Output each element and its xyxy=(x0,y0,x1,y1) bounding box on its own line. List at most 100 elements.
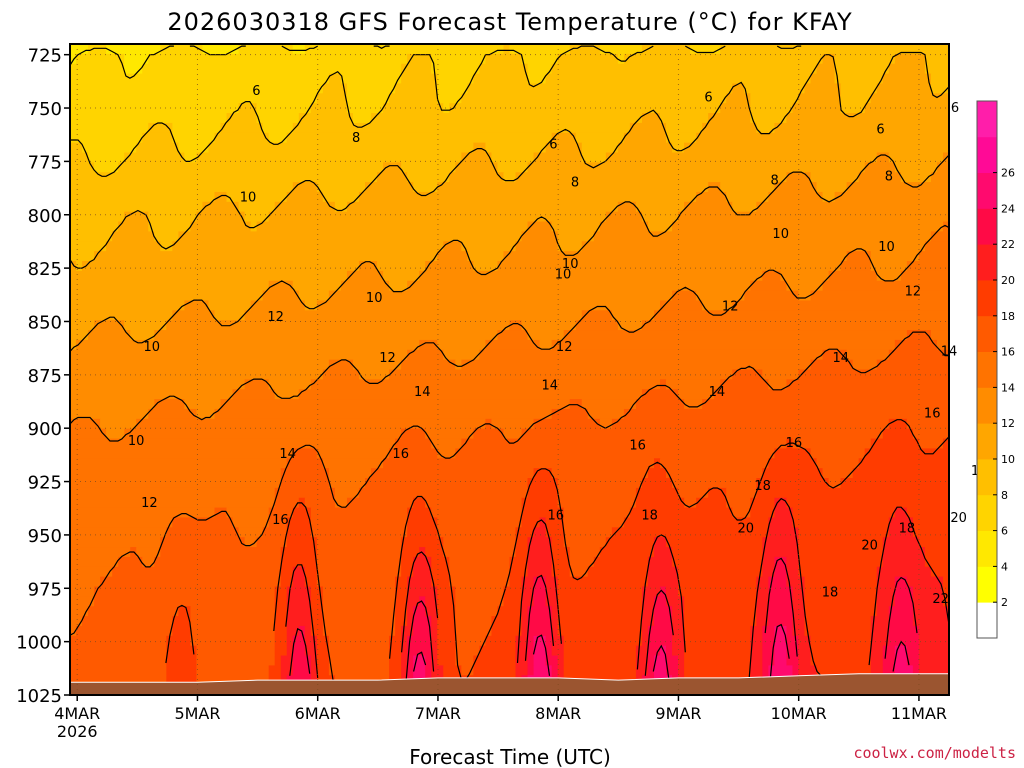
contour-label: 18 xyxy=(754,479,771,494)
field-cell xyxy=(100,576,282,588)
field-cell xyxy=(292,448,318,459)
field-cell xyxy=(635,497,685,509)
field-cell xyxy=(425,596,438,607)
field-cell xyxy=(563,537,607,548)
field-cell xyxy=(70,665,167,676)
field-cell xyxy=(316,448,390,459)
field-cell xyxy=(316,576,396,588)
field-cell xyxy=(641,596,655,607)
field-cell xyxy=(635,655,649,667)
field-cell xyxy=(310,517,408,528)
field-cell xyxy=(641,320,949,331)
field-cell xyxy=(521,586,535,597)
field-cell xyxy=(328,478,366,489)
field-cell xyxy=(660,458,769,469)
field-cell xyxy=(894,596,914,607)
field-cell xyxy=(641,211,679,223)
field-cell xyxy=(479,349,824,361)
field-cell xyxy=(804,625,872,637)
field-cell xyxy=(262,122,294,134)
field-cell xyxy=(124,63,143,75)
credit-text[interactable]: coolwx.com/modelts xyxy=(853,744,1016,762)
field-cell xyxy=(888,527,914,538)
field-cell xyxy=(666,132,697,144)
contour-label: 14 xyxy=(833,351,850,366)
field-cell xyxy=(268,211,607,223)
field-cell xyxy=(70,566,113,578)
field-cell xyxy=(304,44,505,55)
field-cell xyxy=(70,616,83,627)
field-cell xyxy=(684,616,757,627)
field-cell xyxy=(527,478,559,489)
field-cell xyxy=(527,625,553,637)
field-cell xyxy=(684,142,949,154)
field-cell xyxy=(623,132,667,144)
field-cell xyxy=(118,162,384,173)
field-cell xyxy=(750,665,763,676)
field-cell xyxy=(521,497,559,509)
field-cell xyxy=(840,83,878,94)
field-cell xyxy=(346,83,396,94)
field-cell xyxy=(401,556,414,568)
field-cell xyxy=(280,556,318,568)
field-cell xyxy=(660,113,709,124)
field-cell xyxy=(166,675,198,686)
field-cell xyxy=(647,576,679,588)
y-tick-label: 825 xyxy=(28,259,62,280)
field-cell xyxy=(780,270,830,282)
field-cell xyxy=(389,280,408,292)
field-cell xyxy=(666,468,763,479)
field-cell xyxy=(894,576,908,588)
field-cell xyxy=(328,655,390,667)
field-cell xyxy=(762,625,775,637)
field-cell xyxy=(906,655,920,667)
field-cell xyxy=(533,468,553,479)
field-cell xyxy=(304,497,336,509)
field-cell xyxy=(136,418,487,430)
contour-18 xyxy=(165,419,949,685)
field-cell xyxy=(304,635,318,647)
field-cell xyxy=(641,606,655,617)
field-cell xyxy=(244,379,270,390)
field-cell xyxy=(497,261,842,272)
field-cell xyxy=(142,556,155,568)
contour-20 xyxy=(285,497,949,683)
field-cell xyxy=(906,576,944,588)
field-cell xyxy=(280,576,294,588)
field-cell xyxy=(346,497,414,509)
field-cell xyxy=(527,665,535,676)
field-cell xyxy=(870,655,884,667)
field-cell xyxy=(70,458,288,469)
field-cell xyxy=(768,517,794,528)
field-cell xyxy=(611,527,769,538)
field-cell xyxy=(437,73,474,85)
field-cell xyxy=(449,576,511,588)
field-cell xyxy=(888,517,914,528)
field-cell xyxy=(617,320,643,331)
field-cell xyxy=(521,428,884,440)
field-cell xyxy=(334,497,348,509)
field-cell xyxy=(810,655,872,667)
contour-label: 14 xyxy=(414,385,431,400)
field-cell xyxy=(762,655,775,667)
field-cell xyxy=(798,645,812,657)
field-cell xyxy=(930,172,949,183)
field-cell xyxy=(70,468,282,479)
field-cell xyxy=(172,241,444,252)
field-cell xyxy=(587,566,649,578)
field-cell xyxy=(936,339,949,351)
contour-label: 6 xyxy=(704,90,712,105)
field-cell xyxy=(605,537,655,548)
field-cell xyxy=(888,606,914,617)
field-cell xyxy=(455,448,776,459)
field-cell xyxy=(635,665,649,676)
field-cell xyxy=(810,448,866,459)
field-cell xyxy=(82,261,360,272)
field-cell xyxy=(678,566,763,578)
field-cell xyxy=(292,635,306,647)
field-cell xyxy=(768,191,824,203)
field-cell xyxy=(912,428,949,440)
field-cell xyxy=(106,44,161,55)
field-cell xyxy=(310,527,408,538)
